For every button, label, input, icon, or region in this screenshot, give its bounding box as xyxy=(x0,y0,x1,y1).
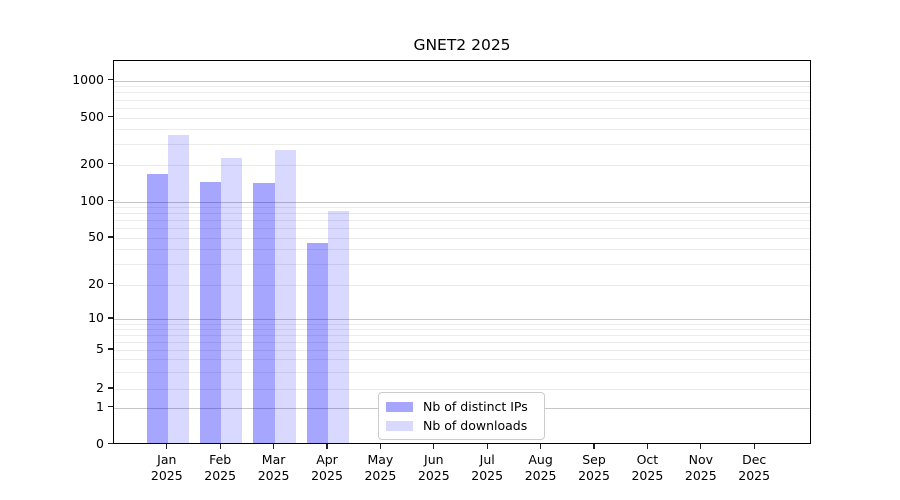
y-tick-label: 500 xyxy=(80,108,104,124)
chart-title: GNET2 2025 xyxy=(413,36,511,54)
gridline-major xyxy=(114,80,810,82)
x-tick-mark xyxy=(593,443,595,449)
gridline-minor xyxy=(114,164,810,166)
y-tick-label: 5 xyxy=(96,340,104,356)
gridline-minor xyxy=(114,117,810,119)
gridline-minor xyxy=(114,220,810,222)
y-tick-mark xyxy=(108,78,113,81)
gridline-minor xyxy=(114,389,810,390)
gridline-minor xyxy=(114,350,810,351)
x-tick-mark xyxy=(379,443,381,449)
y-tick-mark xyxy=(108,162,113,165)
x-tick-label-feb: Feb 2025 xyxy=(204,451,237,484)
gridline-minor xyxy=(114,334,810,336)
bar-feb-distinct-ips xyxy=(199,182,222,444)
x-tick-label-nov: Nov 2025 xyxy=(684,451,717,484)
x-tick-mark xyxy=(646,443,648,449)
legend-label: Nb of downloads xyxy=(423,418,528,433)
y-tick-label: 200 xyxy=(80,155,104,171)
gridline-minor xyxy=(114,238,810,239)
x-tick-mark xyxy=(326,443,328,449)
bar-apr-downloads xyxy=(328,210,350,444)
x-tick-mark xyxy=(486,443,488,449)
legend-label: Nb of distinct IPs xyxy=(423,399,528,414)
y-tick-label: 50 xyxy=(88,228,104,244)
bar-mar-downloads xyxy=(274,150,296,444)
gridline-minor xyxy=(114,207,810,209)
y-tick-mark xyxy=(108,317,113,319)
x-tick-mark xyxy=(219,443,221,449)
gridline-minor xyxy=(114,263,810,265)
y-tick-label: 10 xyxy=(88,309,104,325)
gridline-minor xyxy=(114,284,810,286)
bar-jan-distinct-ips xyxy=(146,173,168,444)
bar-feb-downloads xyxy=(221,157,243,444)
x-tick-mark xyxy=(166,443,168,449)
legend-swatch-downloads-icon xyxy=(386,420,413,431)
gridline-minor xyxy=(114,371,810,373)
y-tick-mark xyxy=(108,348,113,350)
y-tick-label: 0 xyxy=(96,435,104,451)
x-tick-mark xyxy=(540,443,542,449)
y-tick-label: 100 xyxy=(80,192,104,208)
y-tick-label: 2 xyxy=(96,379,104,395)
bar-apr-distinct-ips xyxy=(306,243,328,444)
plot-area: Nb of distinct IPs Nb of downloads xyxy=(113,60,811,444)
y-tick-mark xyxy=(108,442,113,445)
x-tick-mark xyxy=(273,443,275,449)
y-tick-mark xyxy=(108,236,113,238)
y-tick-mark xyxy=(108,387,113,389)
x-tick-label-may: May 2025 xyxy=(364,451,397,484)
gridline-minor xyxy=(114,228,810,230)
x-tick-label-sep: Sep 2025 xyxy=(578,451,610,484)
gridline-minor xyxy=(114,86,810,88)
gridline-minor xyxy=(114,323,810,325)
gridline-minor xyxy=(114,341,810,343)
x-tick-label-jan: Jan 2025 xyxy=(150,451,183,484)
gridline-minor xyxy=(114,359,810,361)
bar-jan-downloads xyxy=(167,135,190,444)
legend-item-downloads: Nb of downloads xyxy=(386,418,535,433)
y-tick-mark xyxy=(108,199,113,202)
y-tick-label: 1000 xyxy=(72,71,104,87)
gridline-minor xyxy=(114,92,810,94)
x-tick-label-jul: Jul 2025 xyxy=(471,451,504,484)
x-tick-label-apr: Apr 2025 xyxy=(311,451,343,484)
gridline-minor xyxy=(114,99,810,101)
x-tick-mark xyxy=(700,443,702,449)
x-tick-mark xyxy=(753,443,755,449)
gridline-major xyxy=(114,201,810,203)
gridline-minor xyxy=(114,143,810,145)
bar-mar-distinct-ips xyxy=(253,183,275,444)
gridline-major xyxy=(114,319,810,320)
gridline-minor xyxy=(114,213,810,215)
y-tick-mark xyxy=(108,115,113,118)
y-tick-mark xyxy=(108,405,113,408)
gridline-minor xyxy=(114,128,810,130)
gridline-minor xyxy=(114,328,810,330)
gridline-minor xyxy=(114,107,810,109)
y-tick-label: 1 xyxy=(96,398,104,414)
x-tick-label-mar: Mar 2025 xyxy=(257,451,290,484)
y-tick-label: 20 xyxy=(88,275,104,291)
x-tick-label-dec: Dec 2025 xyxy=(738,451,771,484)
legend-item-distinct-ips: Nb of distinct IPs xyxy=(386,399,535,414)
legend: Nb of distinct IPs Nb of downloads xyxy=(378,392,545,440)
x-tick-label-oct: Oct 2025 xyxy=(631,451,664,484)
x-tick-label-aug: Aug 2025 xyxy=(524,451,557,484)
y-tick-mark xyxy=(108,282,113,285)
legend-swatch-distinct-ips-icon xyxy=(386,401,413,412)
x-tick-mark xyxy=(433,443,435,449)
x-tick-label-jun: Jun 2025 xyxy=(417,451,450,484)
gridline-minor xyxy=(114,249,810,251)
